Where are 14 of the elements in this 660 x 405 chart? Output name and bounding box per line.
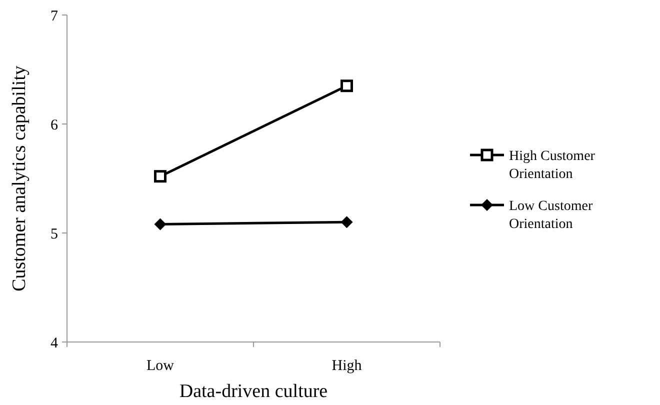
point [340, 216, 353, 228]
y-tick-label: 5 [50, 226, 58, 242]
x-axis-title: Data-driven culture [179, 381, 328, 402]
point [154, 218, 166, 230]
legend-label: High Customer Orientation [509, 148, 596, 182]
y-axis-title: Customer analytics capability [9, 65, 30, 292]
y-tick-label: 4 [50, 335, 58, 352]
point [154, 170, 166, 183]
point [340, 80, 353, 92]
y-tick-label: 7 [50, 8, 58, 24]
x-tick-label: High [332, 358, 362, 374]
y-tick-label: 6 [50, 117, 58, 134]
x-tick-label: Low [146, 358, 174, 374]
legend-label: Low Customer Orientation [509, 198, 593, 232]
